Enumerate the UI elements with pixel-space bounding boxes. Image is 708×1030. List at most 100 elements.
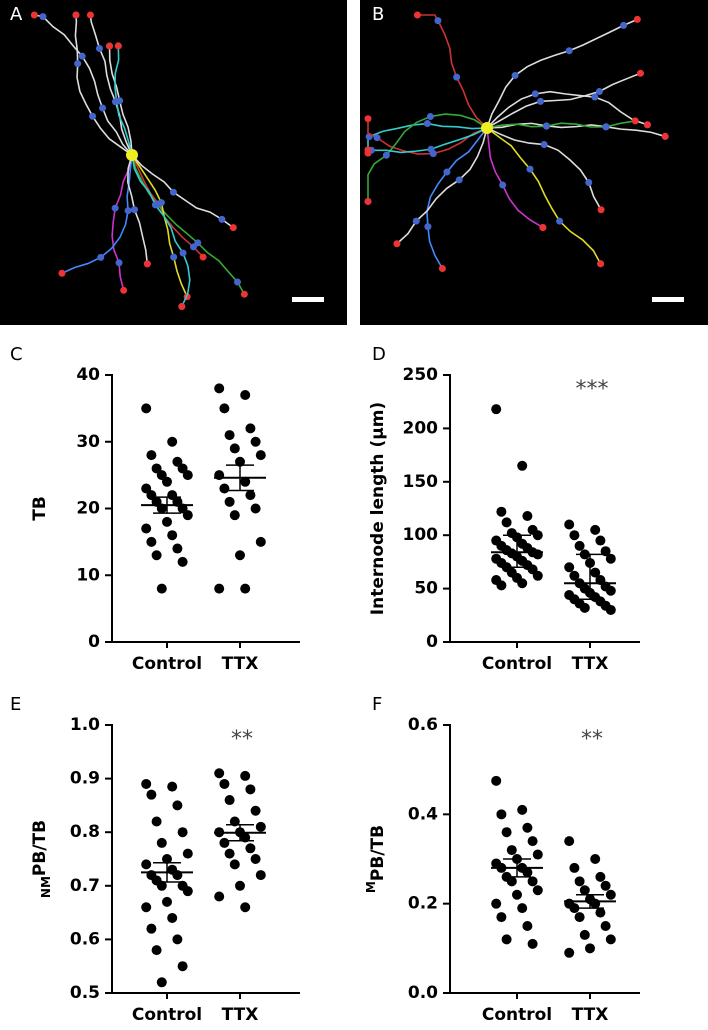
data-point: [496, 912, 507, 923]
process: [131, 154, 246, 295]
data-point: [496, 809, 507, 820]
data-point: [255, 450, 266, 461]
data-point: [564, 836, 575, 847]
data-point: [156, 880, 167, 891]
end-marker: [636, 69, 644, 77]
end-marker: [633, 15, 641, 23]
node-marker: [151, 201, 159, 209]
node-marker: [99, 104, 107, 112]
data-point: [569, 862, 580, 873]
node-marker: [620, 21, 628, 29]
process: [426, 127, 488, 269]
data-point: [569, 530, 580, 541]
y-axis-label-text: PB/TB: [30, 820, 50, 876]
data-point: [224, 430, 235, 441]
data-point: [522, 510, 533, 521]
neuron-trace-b: [364, 11, 669, 273]
x-tick-label: Control: [482, 654, 552, 674]
data-point: [512, 889, 522, 900]
end-marker: [631, 117, 639, 125]
process: [131, 154, 204, 258]
node-marker: [531, 90, 539, 98]
node-marker: [499, 181, 507, 189]
node-marker: [434, 17, 442, 25]
data-point: [491, 404, 502, 415]
panel-label: A: [10, 4, 23, 25]
data-point: [245, 490, 256, 501]
y-tick-label: 0.9: [70, 769, 100, 789]
data-point: [255, 536, 266, 547]
node-marker: [556, 217, 564, 225]
node-marker: [234, 278, 242, 286]
y-tick-label: 20: [76, 499, 100, 519]
process: [396, 127, 488, 245]
data-point: [564, 562, 575, 573]
y-axis-label-prefix: NM: [39, 876, 53, 898]
y-tick-label: 50: [414, 579, 438, 599]
micrograph-b: [360, 0, 708, 325]
data-point: [229, 859, 240, 870]
end-marker: [643, 121, 651, 129]
data-point: [151, 945, 162, 956]
data-point: [517, 903, 528, 914]
data-point: [182, 886, 193, 897]
data-point: [579, 885, 590, 896]
process: [367, 118, 488, 155]
data-point: [224, 848, 235, 859]
data-point: [590, 898, 601, 909]
soma: [126, 149, 138, 161]
data-point: [141, 902, 152, 913]
data-point: [574, 912, 585, 923]
data-point: [240, 390, 251, 401]
data-point: [214, 891, 225, 902]
node-marker: [595, 88, 603, 96]
x-tick-label: TTX: [222, 1005, 259, 1025]
data-point: [532, 530, 543, 541]
process: [131, 154, 191, 307]
node-marker: [194, 239, 202, 247]
end-marker: [364, 197, 372, 205]
data-point: [167, 530, 178, 541]
node-marker: [218, 215, 226, 223]
node-marker: [540, 141, 548, 149]
end-marker: [229, 224, 237, 232]
process: [486, 72, 641, 129]
data-point: [141, 403, 152, 414]
data-point: [595, 907, 606, 918]
node-marker: [537, 97, 545, 105]
y-tick-label: 0.6: [70, 929, 100, 949]
data-point: [219, 483, 230, 494]
data-point: [240, 583, 251, 594]
node-marker: [423, 120, 431, 128]
y-tick-label: 10: [76, 565, 100, 585]
process: [367, 113, 488, 202]
data-point: [532, 549, 543, 560]
end-marker: [364, 146, 372, 154]
data-point: [250, 436, 261, 447]
y-tick-label: 0.6: [408, 715, 438, 735]
node-marker: [97, 253, 105, 261]
node-marker: [542, 122, 550, 130]
y-tick-label: 150: [403, 472, 439, 492]
node-marker: [427, 145, 435, 153]
panel-label: D: [372, 344, 386, 365]
micrograph-a: [0, 0, 347, 325]
panel-label: B: [372, 4, 384, 25]
data-point: [219, 403, 230, 414]
panel-label: E: [10, 694, 21, 715]
data-point: [182, 510, 193, 521]
end-marker: [30, 11, 38, 19]
data-point: [517, 804, 528, 815]
data-point: [574, 540, 585, 551]
data-point: [590, 854, 601, 864]
data-point: [532, 849, 543, 860]
data-point: [574, 876, 585, 887]
node-marker: [170, 253, 178, 261]
end-marker: [86, 11, 94, 19]
data-point: [527, 876, 538, 887]
data-point: [501, 827, 512, 838]
node-marker: [526, 165, 534, 173]
data-point: [600, 921, 611, 931]
data-point: [255, 870, 266, 881]
data-point: [162, 516, 172, 527]
